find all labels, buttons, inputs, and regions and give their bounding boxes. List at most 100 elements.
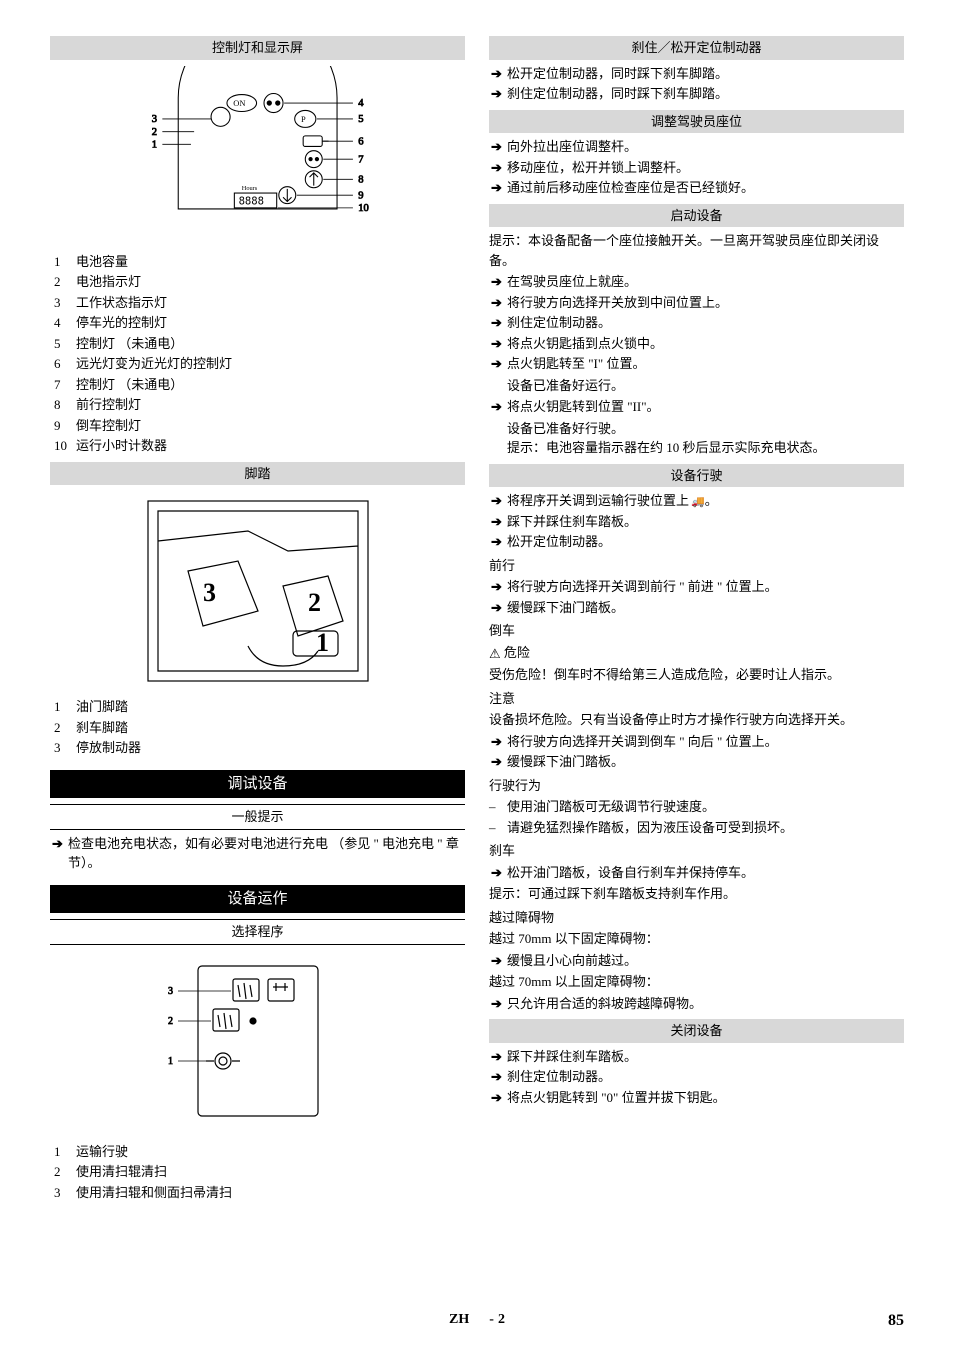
svg-text:7: 7 — [358, 154, 363, 165]
section-header-start: 启动设备 — [489, 204, 904, 228]
obstacle-label: 越过障碍物 — [489, 908, 904, 928]
section-header-seat: 调整驾驶员座位 — [489, 110, 904, 134]
svg-text:10: 10 — [358, 203, 369, 214]
page-number: 85 — [888, 1309, 904, 1333]
svg-text:3: 3 — [168, 986, 173, 997]
svg-text:4: 4 — [358, 98, 364, 109]
commissioning-steps: ➔检查电池充电状态，如有必要对电池进行充电 （参见 " 电池充电 " 章节）。 — [50, 834, 465, 873]
section-header-pedals: 脚踏 — [50, 462, 465, 486]
arrow-icon: ➔ — [489, 951, 507, 971]
sub-header-program: 选择程序 — [50, 919, 465, 945]
svg-text:ON: ON — [233, 98, 245, 108]
svg-text:6: 6 — [358, 136, 363, 147]
svg-text:2: 2 — [308, 588, 321, 617]
arrow-icon: ➔ — [50, 834, 68, 854]
content-columns: 控制灯和显示屏 ON P 8888 Hours 3 — [50, 30, 904, 1208]
section-header-commissioning: 调试设备 — [50, 770, 465, 799]
figure-program: 3 2 1 — [50, 951, 465, 1136]
arrow-icon: ➔ — [489, 334, 507, 354]
right-column: 刹住／松开定位制动器 ➔松开定位制动器，同时踩下刹车脚踏。 ➔刹住定位制动器，同… — [489, 30, 904, 1208]
start-note: 提示：本设备配备一个座位接触开关。一旦离开驾驶员座位即关闭设备。 — [489, 231, 904, 270]
obs-below-text: 越过 70mm 以下固定障碍物： — [489, 929, 904, 949]
arrow-icon: ➔ — [489, 577, 507, 597]
section-header-controls: 控制灯和显示屏 — [50, 36, 465, 60]
arrow-icon: ➔ — [489, 532, 507, 552]
arrow-icon: ➔ — [489, 178, 507, 198]
sub-header-general: 一般提示 — [50, 804, 465, 830]
legend-controls: 1电池容量 2电池指示灯 3工作状态指示灯 4停车光的控制灯 5控制灯 （未通电… — [54, 252, 465, 456]
arrow-icon: ➔ — [489, 293, 507, 313]
pedals-svg: 3 2 1 — [128, 491, 388, 691]
svg-text:5: 5 — [358, 114, 363, 125]
braking-steps: ➔松开油门踏板，设备自行刹车并保持停车。 — [489, 863, 904, 883]
arrow-icon: ➔ — [489, 1047, 507, 1067]
program-svg: 3 2 1 — [128, 951, 388, 1136]
section-header-operation: 设备运作 — [50, 885, 465, 914]
arrow-icon: ➔ — [489, 598, 507, 618]
arrow-icon: ➔ — [489, 752, 507, 772]
arrow-icon: ➔ — [489, 512, 507, 532]
section-header-brake: 刹住／松开定位制动器 — [489, 36, 904, 60]
danger-text: 受伤危险！倒车时不得给第三人造成危险，必要时让人指示。 — [489, 665, 904, 685]
start-step-ii: ➔将点火钥匙转到位置 "II"。 — [489, 397, 904, 417]
arrow-icon: ➔ — [489, 732, 507, 752]
page-footer: ZH - 2 85 — [0, 1309, 954, 1330]
caution-label: 注意 — [489, 689, 904, 709]
obs-above-steps: ➔只允许用合适的斜坡跨越障碍物。 — [489, 994, 904, 1014]
svg-text:1: 1 — [152, 139, 157, 150]
arrow-icon: ➔ — [489, 994, 507, 1014]
arrow-icon: ➔ — [489, 64, 507, 84]
brake-note: 提示：可通过踩下刹车踏板支持刹车作用。 — [489, 884, 904, 904]
svg-text:3: 3 — [152, 114, 157, 125]
footer-sub: 2 — [498, 1309, 505, 1330]
svg-text:Hours: Hours — [242, 184, 258, 191]
svg-text:2: 2 — [168, 1016, 173, 1027]
warning-icon: ⚠ — [489, 644, 501, 664]
control-panel-svg: ON P 8888 Hours 3 2 1 4 5 — [120, 66, 395, 246]
svg-text:3: 3 — [203, 578, 216, 607]
svg-text:8888: 8888 — [238, 195, 263, 207]
danger-line: ⚠ 危险 — [489, 643, 904, 664]
arrow-icon: ➔ — [489, 272, 507, 292]
section-header-shutdown: 关闭设备 — [489, 1019, 904, 1043]
start-ready-run: 设备已准备好运行。 — [507, 376, 904, 396]
arrow-icon: ➔ — [489, 158, 507, 178]
transport-icon: 🚚 — [691, 494, 705, 511]
svg-text:1: 1 — [168, 1056, 173, 1067]
behavior-label: 行驶行为 — [489, 776, 904, 796]
dash-icon: – — [489, 818, 507, 838]
arrow-icon: ➔ — [489, 313, 507, 333]
footer-lang: ZH — [449, 1309, 469, 1330]
svg-text:8: 8 — [358, 174, 363, 185]
shutdown-steps: ➔踩下并踩住刹车踏板。 ➔刹住定位制动器。 ➔将点火钥匙转到 "0" 位置并拔下… — [489, 1047, 904, 1108]
dash-icon: – — [489, 797, 507, 817]
svg-text:2: 2 — [152, 126, 157, 137]
section-header-drive: 设备行驶 — [489, 464, 904, 488]
figure-control-panel: ON P 8888 Hours 3 2 1 4 5 — [50, 66, 465, 246]
forward-label: 前行 — [489, 556, 904, 576]
arrow-icon: ➔ — [489, 1088, 507, 1108]
obs-below-steps: ➔缓慢且小心向前越过。 — [489, 951, 904, 971]
forward-steps: ➔将行驶方向选择开关调到前行 " 前进 " 位置上。 ➔缓慢踩下油门踏板。 — [489, 577, 904, 617]
svg-text:9: 9 — [358, 190, 363, 201]
arrow-icon: ➔ — [489, 397, 507, 417]
caution-text: 设备损坏危险。只有当设备停止时方才操作行驶方向选择开关。 — [489, 710, 904, 730]
reverse-label: 倒车 — [489, 621, 904, 641]
reverse-steps: ➔将行驶方向选择开关调到倒车 " 向后 " 位置上。 ➔缓慢踩下油门踏板。 — [489, 732, 904, 772]
legend-pedals: 1油门脚踏 2刹车脚踏 3停放制动器 — [54, 697, 465, 758]
brake-steps: ➔松开定位制动器，同时踩下刹车脚踏。 ➔刹住定位制动器，同时踩下刹车脚踏。 — [489, 64, 904, 104]
legend-program: 1运输行驶 2使用清扫辊清扫 3使用清扫辊和侧面扫帚清扫 — [54, 1142, 465, 1203]
start-steps: ➔在驾驶员座位上就座。 ➔将行驶方向选择开关放到中间位置上。 ➔刹住定位制动器。… — [489, 272, 904, 374]
arrow-icon: ➔ — [489, 84, 507, 104]
left-column: 控制灯和显示屏 ON P 8888 Hours 3 — [50, 30, 465, 1208]
svg-text:P: P — [301, 114, 306, 124]
svg-text:1: 1 — [316, 628, 329, 657]
seat-steps: ➔向外拉出座位调整杆。 ➔移动座位，松开并锁上调整杆。 ➔通过前后移动座位检查座… — [489, 137, 904, 198]
start-ready-drive: 设备已准备好行驶。 — [507, 419, 904, 439]
arrow-icon: ➔ — [489, 863, 507, 883]
start-battery-note: 提示：电池容量指示器在约 10 秒后显示实际充电状态。 — [507, 438, 904, 458]
arrow-icon: ➔ — [489, 491, 507, 511]
obs-above-text: 越过 70mm 以上固定障碍物： — [489, 972, 904, 992]
arrow-icon: ➔ — [489, 354, 507, 374]
figure-pedals: 3 2 1 — [50, 491, 465, 691]
